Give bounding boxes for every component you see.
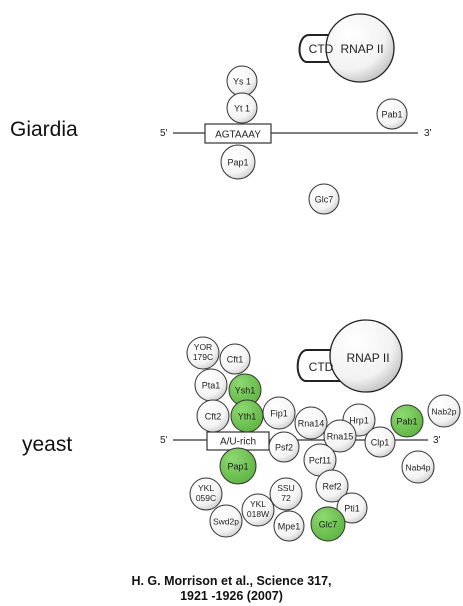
yeast-ykl059c-label-1: YKL	[198, 483, 214, 493]
yeast-ykl018w-circle	[241, 493, 275, 527]
yeast-yth1-label: Yth1	[238, 412, 257, 422]
yeast-nab2p-label: Nab2p	[431, 407, 456, 417]
yeast-ykl059c-label-2: 059C	[196, 493, 216, 503]
yeast-psf2-circle	[268, 431, 300, 463]
yeast-cft2-circle	[196, 399, 230, 433]
yeast-rna15-label: Rna15	[327, 432, 354, 442]
yeast-cft1-circle	[219, 343, 251, 375]
yeast-rna14-circle	[294, 406, 328, 440]
giardia-rnap-complex: CTD RNAP II	[298, 13, 395, 83]
yeast-hrp1-label: Hrp1	[349, 416, 369, 426]
yeast-panel: 5' 3' A/U-rich CTD RNAP II YOR 179C Cft1…	[160, 319, 461, 542]
giardia-pab1-circle	[376, 98, 408, 130]
giardia-rnap-label: RNAP II	[340, 42, 383, 56]
yeast-pap1-label: Pap1	[227, 462, 248, 472]
yeast-fip1-label: Fip1	[270, 409, 288, 419]
yeast-mpe1-circle	[273, 510, 305, 542]
yeast-ssu72-label-1: SSU	[277, 483, 294, 493]
yeast-three-prime: 3'	[433, 435, 441, 446]
yeast-cft2-label: Cft2	[205, 412, 222, 422]
giardia-motif-label: AGTAAAY	[215, 130, 261, 141]
giardia-glc7-circle	[308, 183, 340, 215]
yeast-clp1-label: Clp1	[371, 438, 390, 448]
giardia-glc7-label: Glc7	[315, 195, 334, 205]
yeast-mpe1-label: Mpe1	[278, 522, 301, 532]
citation-line-2: 1921 -1926 (2007)	[180, 589, 283, 603]
giardia-ctd-label: CTD	[309, 42, 334, 56]
yeast-ssu72-circle	[269, 477, 303, 511]
yeast-nab4p-label: Nab4p	[405, 463, 430, 473]
yeast-glc7-circle	[310, 506, 346, 542]
giardia-three-prime: 3'	[424, 128, 432, 139]
yeast-glc7-label: Glc7	[319, 520, 338, 530]
giardia-motif-box	[204, 123, 272, 144]
yeast-rnap-label: RNAP II	[346, 351, 389, 365]
yeast-yor179c-label-1: YOR	[194, 342, 212, 352]
yeast-yor179c-circle	[186, 336, 220, 370]
yeast-fip1-circle	[262, 396, 296, 430]
yeast-pap1-circle	[219, 447, 257, 485]
yeast-ysh1-label: Ysh1	[235, 386, 256, 396]
yeast-pab1-label: Pab1	[396, 417, 417, 427]
yeast-five-prime: 5'	[160, 435, 168, 446]
yeast-rnap-circle	[329, 319, 403, 393]
yeast-pcf11-label: Pcf11	[309, 456, 331, 466]
giardia-five-prime: 5'	[160, 128, 168, 139]
yeast-pab1-circle	[390, 404, 424, 438]
yeast-pti1-circle	[336, 492, 368, 524]
yeast-pti1-label: Pti1	[344, 504, 360, 514]
yeast-ykl059c-circle	[189, 477, 223, 511]
yeast-ssu72-label-2: 72	[281, 493, 291, 503]
yeast-nab4p-circle	[401, 450, 435, 484]
giardia-pap1-label: Pap1	[227, 158, 248, 168]
yeast-swd2p-circle	[209, 504, 243, 538]
giardia-yt1-label: Yt 1	[234, 104, 250, 114]
yeast-pta1-label: Pta1	[202, 381, 221, 391]
yeast-clp1-circle	[364, 426, 396, 458]
citation-line-1: H. G. Morrison et al., Science 317,	[131, 574, 332, 588]
giardia-rnap-circle	[325, 13, 395, 83]
yeast-rna14-label: Rna14	[298, 419, 325, 429]
yeast-psf2-label: Psf2	[275, 443, 293, 453]
yeast-swd2p-label: Swd2p	[213, 517, 239, 527]
yeast-ref2-circle	[315, 469, 349, 503]
giardia-pap1-circle	[220, 144, 256, 180]
yeast-rna15-circle	[323, 419, 357, 453]
giardia-panel: 5' 3' AGTAAAY CTD RNAP II Ys 1 Yt 1 Pap1…	[160, 13, 432, 215]
yeast-motif-label: A/U-rich	[220, 437, 256, 448]
yeast-nab2p-circle	[427, 394, 461, 428]
yeast-cft1-label: Cft1	[227, 355, 244, 365]
giardia-label: Giardia	[10, 118, 78, 141]
yeast-ykl018w-label-2: 018W	[247, 509, 269, 519]
yeast-ref2-label: Ref2	[322, 482, 341, 492]
giardia-ys1-label: Ys 1	[233, 77, 251, 87]
yeast-yor179c-label-2: 179C	[193, 352, 213, 362]
yeast-rnap-complex: CTD RNAP II	[296, 319, 403, 393]
yeast-ctd-label: CTD	[309, 360, 334, 374]
giardia-pab1-label: Pab1	[381, 110, 402, 120]
yeast-label: yeast	[22, 433, 73, 456]
giardia-yt1-circle	[226, 92, 258, 124]
yeast-ykl018w-label-1: YKL	[250, 499, 266, 509]
